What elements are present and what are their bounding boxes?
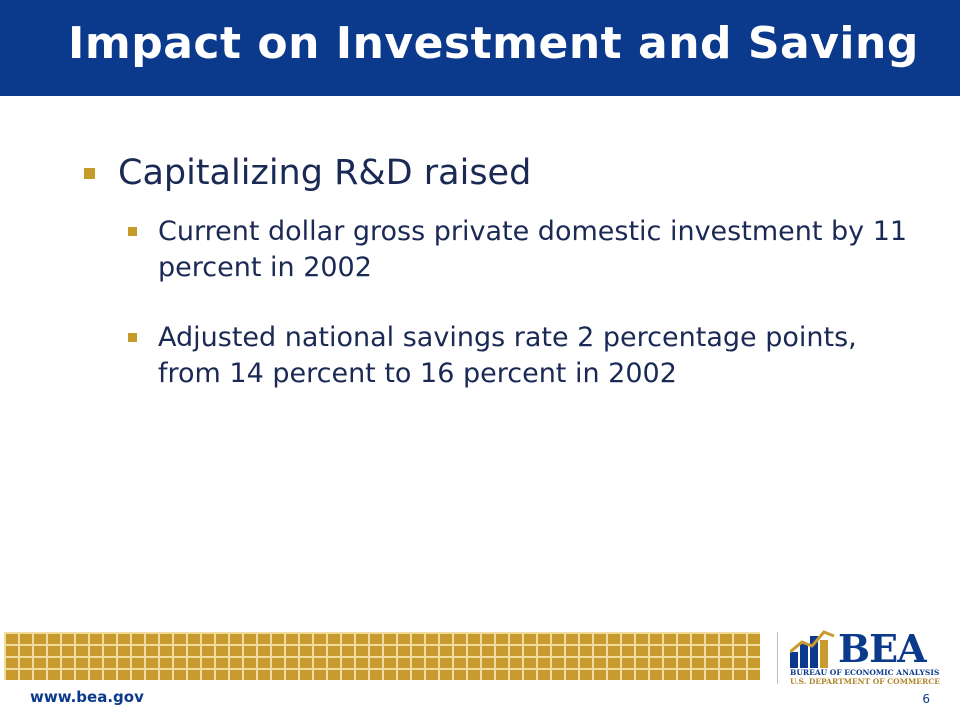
sub-bullet-marker <box>128 227 137 236</box>
sub-bullet-text: Adjusted national savings rate 2 percent… <box>158 322 857 389</box>
bullet-level1: Capitalizing R&D raised <box>84 150 904 196</box>
title-bar: Impact on Investment and Saving <box>0 0 960 96</box>
footer-divider <box>777 632 778 684</box>
page-number: 6 <box>922 692 930 706</box>
bea-logo-department: U.S. DEPARTMENT OF COMMERCE <box>790 677 940 686</box>
bullet-text: Capitalizing R&D raised <box>118 153 532 193</box>
bea-logo: BEA BUREAU OF ECONOMIC ANALYSIS U.S. DEP… <box>790 626 940 686</box>
bea-logo-chart-icon <box>790 630 835 668</box>
sub-bullet-2: Adjusted national savings rate 2 percent… <box>128 320 908 392</box>
footer-grid-decoration <box>4 632 760 680</box>
bea-logo-text: BEA <box>838 626 927 671</box>
sub-bullet-text: Current dollar gross private domestic in… <box>158 216 908 283</box>
bea-logo-subtitle: BUREAU OF ECONOMIC ANALYSIS <box>790 668 940 677</box>
sub-bullet-marker <box>128 333 137 342</box>
bullet-marker <box>84 168 95 179</box>
slide-title: Impact on Investment and Saving <box>68 18 919 69</box>
sub-bullet-1: Current dollar gross private domestic in… <box>128 214 908 286</box>
footer-url[interactable]: www.bea.gov <box>30 688 144 706</box>
